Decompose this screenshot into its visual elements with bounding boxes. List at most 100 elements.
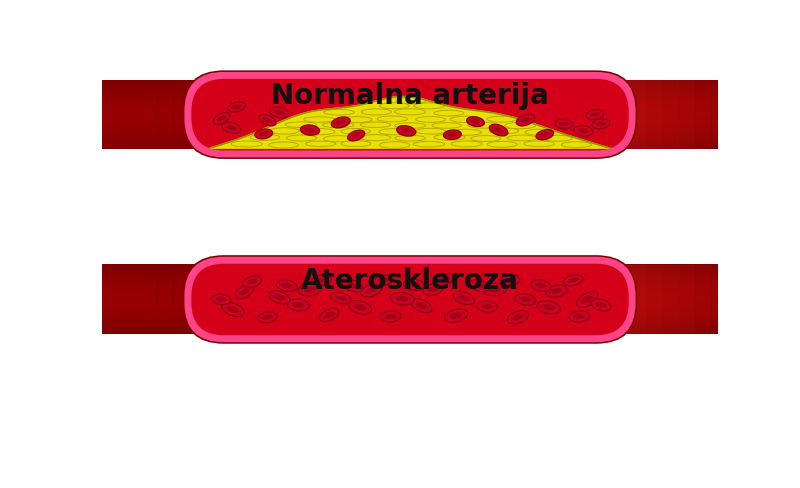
Ellipse shape — [228, 102, 246, 113]
Bar — [710, 81, 726, 150]
Ellipse shape — [351, 133, 361, 139]
Text: Ateroskleroza: Ateroskleroza — [301, 266, 519, 295]
Ellipse shape — [578, 129, 589, 134]
Bar — [694, 265, 710, 334]
Bar — [94, 125, 726, 126]
Ellipse shape — [490, 126, 509, 138]
Ellipse shape — [316, 278, 327, 283]
Ellipse shape — [305, 128, 315, 133]
Bar — [710, 265, 726, 334]
Ellipse shape — [586, 111, 605, 121]
Bar — [94, 330, 726, 332]
Bar — [94, 114, 726, 116]
Ellipse shape — [404, 281, 425, 291]
Bar — [94, 102, 726, 104]
Bar — [505, 265, 521, 334]
Bar — [142, 265, 158, 334]
Bar — [94, 265, 726, 266]
Ellipse shape — [270, 128, 299, 135]
Ellipse shape — [342, 118, 372, 123]
Bar — [94, 294, 726, 296]
Bar — [94, 325, 726, 326]
Bar — [252, 265, 268, 334]
Bar — [94, 316, 726, 318]
Ellipse shape — [593, 121, 610, 130]
Ellipse shape — [359, 135, 390, 142]
Bar — [189, 265, 205, 334]
Ellipse shape — [260, 116, 277, 127]
Ellipse shape — [274, 294, 285, 301]
Ellipse shape — [331, 293, 352, 305]
Bar — [94, 320, 726, 322]
Ellipse shape — [213, 295, 232, 306]
Ellipse shape — [507, 136, 537, 142]
Ellipse shape — [259, 115, 276, 126]
Ellipse shape — [354, 304, 366, 311]
Ellipse shape — [362, 110, 391, 116]
Bar — [94, 140, 726, 142]
Bar — [94, 101, 726, 103]
Bar — [521, 265, 537, 334]
Bar — [94, 108, 726, 110]
Ellipse shape — [304, 118, 335, 123]
Ellipse shape — [377, 117, 407, 122]
Ellipse shape — [596, 122, 606, 127]
Bar — [110, 81, 126, 150]
Ellipse shape — [285, 122, 317, 128]
Ellipse shape — [217, 116, 226, 122]
Ellipse shape — [258, 313, 278, 324]
Ellipse shape — [229, 103, 246, 114]
Bar — [584, 81, 600, 150]
Bar — [158, 81, 174, 150]
Bar — [94, 297, 726, 299]
Bar — [94, 283, 726, 285]
Bar — [94, 87, 726, 89]
Bar — [94, 327, 726, 329]
Ellipse shape — [226, 126, 237, 131]
Ellipse shape — [362, 285, 383, 298]
Ellipse shape — [304, 129, 335, 136]
Ellipse shape — [349, 301, 371, 314]
Ellipse shape — [540, 133, 550, 138]
Ellipse shape — [535, 283, 546, 289]
Ellipse shape — [269, 142, 298, 149]
Ellipse shape — [350, 302, 372, 315]
Ellipse shape — [341, 142, 371, 147]
Bar — [94, 136, 726, 138]
Bar — [94, 129, 726, 131]
Bar — [142, 81, 158, 150]
Ellipse shape — [537, 131, 554, 142]
Bar — [94, 322, 726, 324]
Bar — [94, 295, 726, 297]
Ellipse shape — [574, 126, 593, 137]
FancyBboxPatch shape — [191, 80, 629, 151]
Ellipse shape — [239, 288, 250, 296]
Ellipse shape — [323, 136, 353, 142]
Bar — [94, 279, 726, 281]
Bar — [126, 81, 142, 150]
Bar — [362, 81, 379, 150]
Bar — [410, 265, 426, 334]
Bar — [189, 81, 205, 150]
Bar — [221, 81, 237, 150]
Ellipse shape — [398, 127, 417, 138]
Ellipse shape — [313, 276, 332, 286]
Ellipse shape — [490, 125, 508, 137]
Bar — [631, 81, 647, 150]
Bar — [94, 112, 726, 114]
Ellipse shape — [484, 285, 507, 297]
Bar — [94, 291, 726, 293]
Bar — [94, 270, 726, 272]
Ellipse shape — [401, 129, 411, 134]
Ellipse shape — [507, 311, 529, 324]
Bar — [94, 126, 726, 128]
Bar — [410, 81, 426, 150]
FancyBboxPatch shape — [191, 264, 629, 336]
Bar — [94, 142, 726, 144]
Ellipse shape — [394, 123, 426, 129]
Bar — [694, 81, 710, 150]
Bar — [94, 105, 726, 107]
Ellipse shape — [361, 284, 382, 297]
Bar — [94, 111, 726, 113]
Ellipse shape — [515, 294, 536, 305]
